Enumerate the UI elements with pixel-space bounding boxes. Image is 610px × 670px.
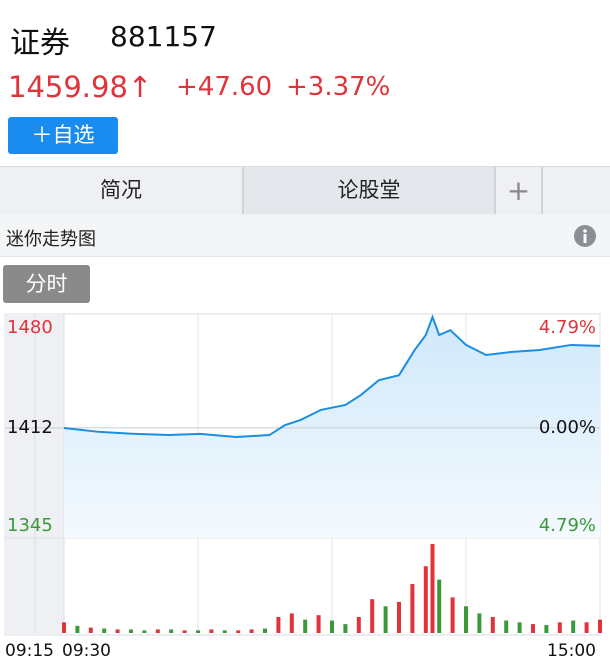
x-tick-label: 15:00	[547, 641, 596, 661]
volume-bar	[236, 630, 241, 633]
chart-tab[interactable]: 分时	[3, 265, 90, 303]
volume-bar	[115, 629, 120, 633]
volume-bar	[397, 601, 401, 633]
volume-bar	[169, 629, 174, 633]
volume-bar	[102, 628, 107, 633]
right-label: 4.79%	[539, 317, 596, 338]
stock-code: 881157	[110, 20, 217, 53]
volume-bar	[222, 630, 227, 633]
tab[interactable]: 论股堂	[244, 167, 496, 214]
volume-bar	[129, 629, 133, 633]
change-pct: +3.37%	[286, 72, 391, 102]
volume-bar	[490, 616, 495, 633]
volume-bar	[477, 613, 482, 633]
volume-bar	[598, 619, 602, 633]
volume-bar	[249, 629, 254, 633]
price: 1459.98↑	[8, 70, 153, 104]
y-tick-label: 1480	[7, 317, 53, 338]
volume-bar	[557, 622, 562, 633]
volume-bar	[209, 629, 214, 633]
volume-bar	[571, 620, 576, 633]
volume-bar	[303, 619, 308, 633]
tab[interactable]: 简况	[0, 167, 244, 214]
volume-bar	[450, 597, 455, 633]
volume-bar	[142, 630, 147, 633]
stock-name: 证券	[10, 26, 70, 61]
volume-bar	[155, 629, 160, 633]
section-title: 迷你走势图	[6, 229, 96, 250]
right-label: 0.00%	[539, 417, 596, 438]
volume-bar	[464, 606, 468, 633]
volume-bar	[531, 624, 535, 633]
volume-bar	[370, 599, 375, 633]
x-tick-label: 09:30	[62, 641, 111, 661]
price-line	[63, 314, 601, 439]
volume-bar	[423, 566, 428, 633]
change: +47.60	[176, 72, 273, 102]
info-icon[interactable]	[573, 224, 597, 248]
volume-bar	[410, 584, 415, 633]
volume-bar	[316, 615, 321, 633]
volume-bar	[330, 620, 334, 633]
tab-add[interactable]: +	[496, 167, 543, 214]
volume-bar	[383, 606, 388, 633]
y-tick-label: 1412	[7, 417, 53, 438]
volume-bar	[196, 630, 200, 633]
right-label: 4.79%	[539, 515, 596, 536]
volume-bar	[88, 627, 93, 633]
volume-bar	[544, 624, 549, 633]
volume-bar	[276, 616, 281, 633]
x-tick-label: 09:15	[5, 641, 54, 661]
volume-bar	[263, 628, 267, 633]
volume-bar	[343, 624, 348, 633]
volume-bar	[437, 579, 442, 633]
volume-bar	[289, 613, 294, 633]
add-watchlist-button[interactable]: ＋自选	[8, 117, 118, 154]
volume-bar	[517, 622, 522, 633]
volume-bar	[356, 616, 361, 633]
volume-bar	[62, 622, 66, 633]
section-header	[0, 215, 610, 257]
volume-bar	[182, 630, 187, 633]
volume-bar	[504, 620, 509, 633]
volume-bar	[75, 625, 80, 633]
volume-bar	[584, 622, 589, 633]
y-tick-label: 1345	[7, 515, 53, 536]
volume-bar	[430, 544, 435, 633]
